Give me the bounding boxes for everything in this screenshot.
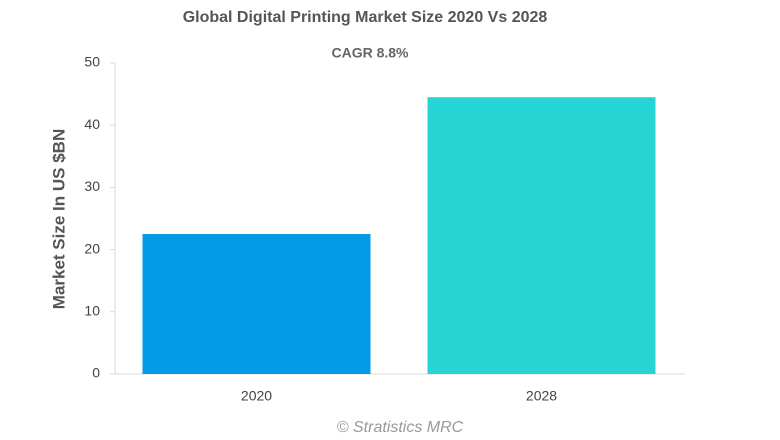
x-tick-label: 2020 <box>241 388 272 404</box>
y-tick-label: 20 <box>84 240 100 256</box>
y-tick-label: 50 <box>84 54 100 70</box>
y-tick-label: 10 <box>84 303 100 319</box>
y-tick-label: 40 <box>84 116 100 132</box>
bar <box>427 97 656 375</box>
y-axis-label: Market Size In US $BN <box>49 129 68 309</box>
bar <box>142 234 371 374</box>
source-note: © Stratistics MRC <box>337 419 464 436</box>
y-tick-label: 30 <box>84 178 100 194</box>
chart-title: Global Digital Printing Market Size 2020… <box>183 9 548 26</box>
chart-subtitle: CAGR 8.8% <box>331 45 409 61</box>
x-tick-label: 2028 <box>526 388 557 404</box>
y-tick-label: 0 <box>92 365 100 381</box>
